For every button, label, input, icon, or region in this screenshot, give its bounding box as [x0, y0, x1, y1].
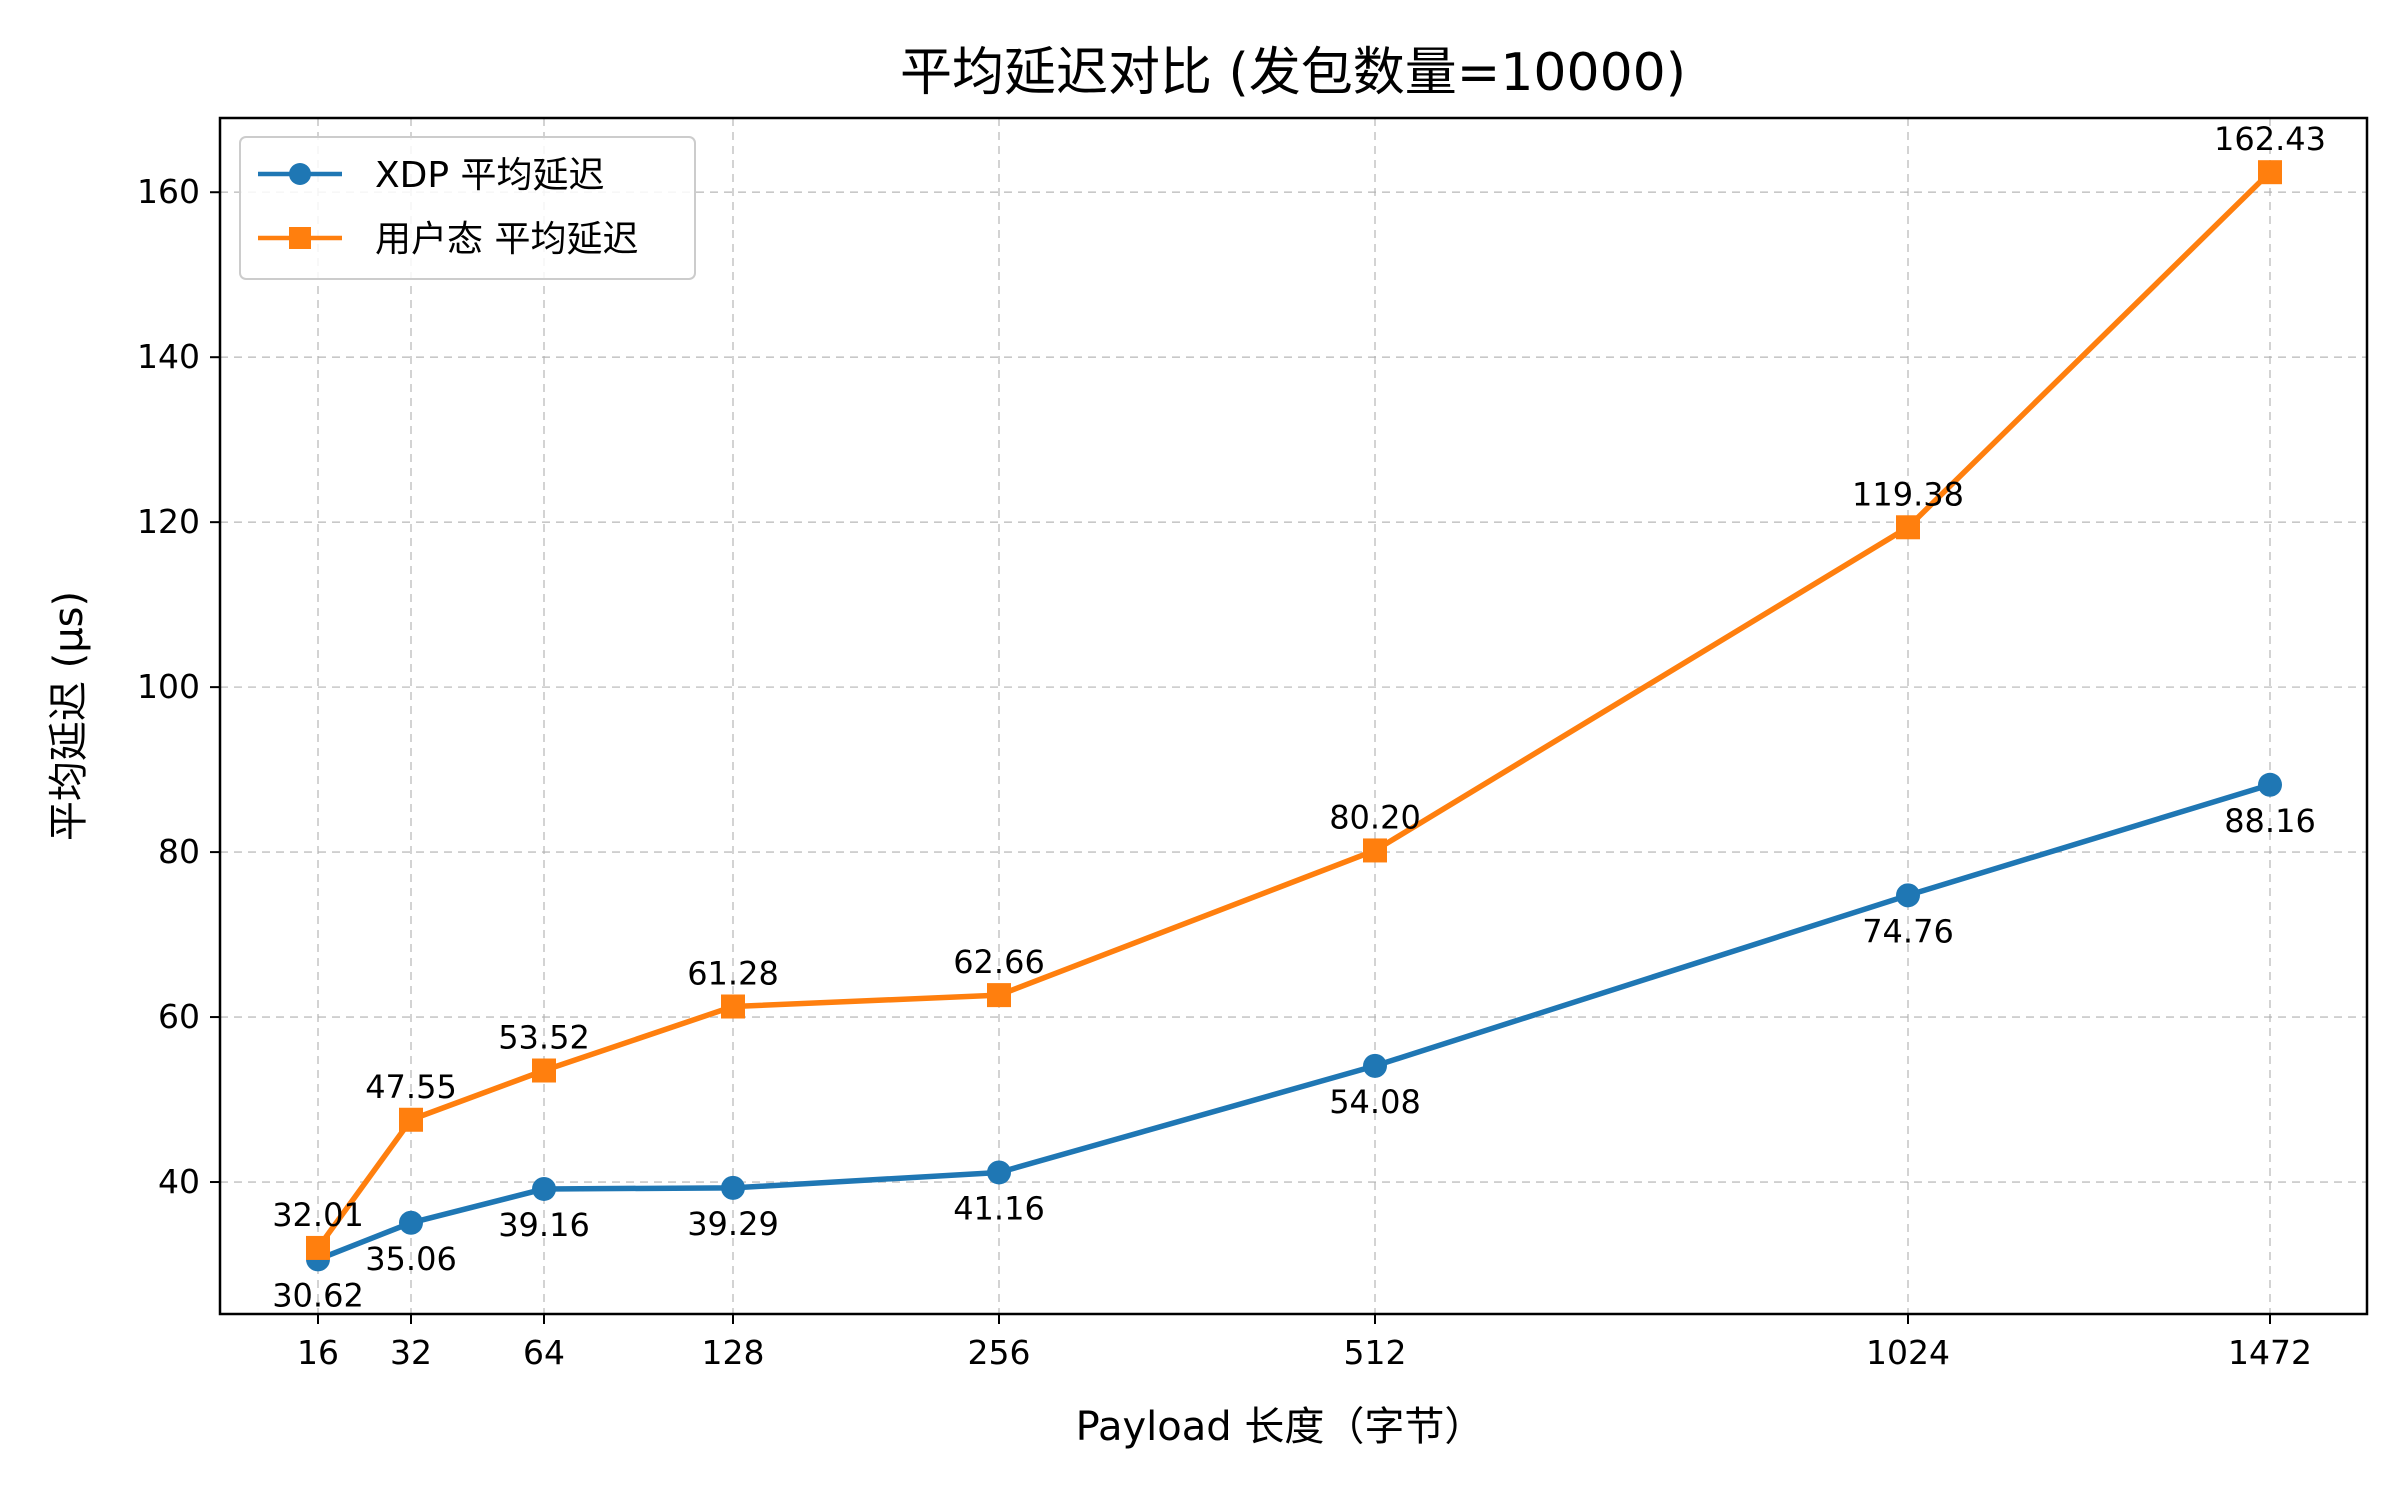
data-point-xdp	[2258, 772, 2282, 797]
y-axis-label: 平均延迟 (μs)	[46, 591, 92, 841]
data-label-user: 162.43	[2214, 120, 2326, 158]
chart-title: 平均延迟对比 (发包数量=10000)	[900, 43, 1686, 103]
legend-label-xdp: XDP 平均延迟	[375, 155, 605, 196]
legend-marker-xdp	[289, 163, 311, 185]
data-label-xdp: 54.08	[1329, 1083, 1421, 1121]
data-point-xdp	[721, 1175, 745, 1200]
legend: XDP 平均延迟 用户态 平均延迟	[239, 136, 696, 280]
data-point-user	[721, 994, 745, 1019]
data-point-xdp	[1896, 883, 1920, 908]
data-label-user: 80.20	[1329, 798, 1421, 836]
data-label-xdp: 30.62	[272, 1276, 364, 1314]
legend-label-user: 用户态 平均延迟	[375, 219, 638, 260]
legend-marker-user	[289, 227, 311, 249]
series-line-user	[315, 170, 2272, 1250]
x-tick-label: 32	[390, 1333, 432, 1372]
data-point-xdp	[1363, 1053, 1387, 1078]
y-tick-label: 140	[137, 337, 200, 376]
data-point-xdp	[987, 1160, 1011, 1185]
series-lines	[306, 160, 2282, 1272]
data-point-user	[532, 1058, 556, 1083]
data-label-xdp: 35.06	[365, 1240, 457, 1278]
data-label-user: 119.38	[1852, 475, 1964, 513]
data-point-user	[987, 983, 1011, 1008]
legend-box	[239, 136, 696, 280]
data-label-user: 62.66	[953, 943, 1045, 981]
x-tick-label: 512	[1344, 1333, 1407, 1372]
data-point-user	[1363, 838, 1387, 863]
data-label-user: 53.52	[498, 1019, 590, 1057]
data-point-user	[306, 1235, 330, 1260]
x-tick-label: 1024	[1866, 1333, 1950, 1372]
x-axis-label: Payload 长度（字节）	[1076, 1404, 1485, 1450]
data-label-user: 47.55	[365, 1068, 457, 1106]
data-point-user	[1896, 515, 1920, 540]
data-point-xdp	[399, 1210, 423, 1235]
grid-lines	[220, 118, 2367, 1314]
data-point-user	[2258, 160, 2282, 185]
series-line-xdp	[316, 782, 2271, 1262]
y-tick-label: 120	[137, 502, 200, 541]
x-tick-label: 1472	[2228, 1333, 2312, 1372]
data-label-xdp: 88.16	[2224, 802, 2316, 840]
data-label-xdp: 39.16	[498, 1206, 590, 1244]
y-tick-label: 160	[137, 172, 200, 211]
x-tick-label: 64	[523, 1333, 565, 1372]
y-tick-label: 60	[158, 997, 200, 1036]
data-label-xdp: 39.29	[687, 1205, 779, 1243]
data-label-user: 61.28	[687, 955, 779, 993]
y-tick-label: 100	[137, 667, 200, 706]
y-tick-label: 80	[158, 832, 200, 871]
y-tick-label: 40	[158, 1162, 200, 1201]
data-point-user	[399, 1107, 423, 1132]
axis-ticks: 16 32 64 128 256 512 1024 1472 40 60 80 100 120 140 16…	[137, 172, 2312, 1372]
data-point-xdp	[532, 1176, 556, 1201]
x-tick-label: 128	[702, 1333, 765, 1372]
x-tick-label: 16	[297, 1333, 339, 1372]
data-label-xdp: 41.16	[953, 1189, 1045, 1227]
x-tick-label: 256	[968, 1333, 1031, 1372]
data-label-xdp: 74.76	[1862, 912, 1954, 950]
data-label-user: 32.01	[272, 1196, 364, 1234]
plot-frame	[218, 116, 2369, 1316]
